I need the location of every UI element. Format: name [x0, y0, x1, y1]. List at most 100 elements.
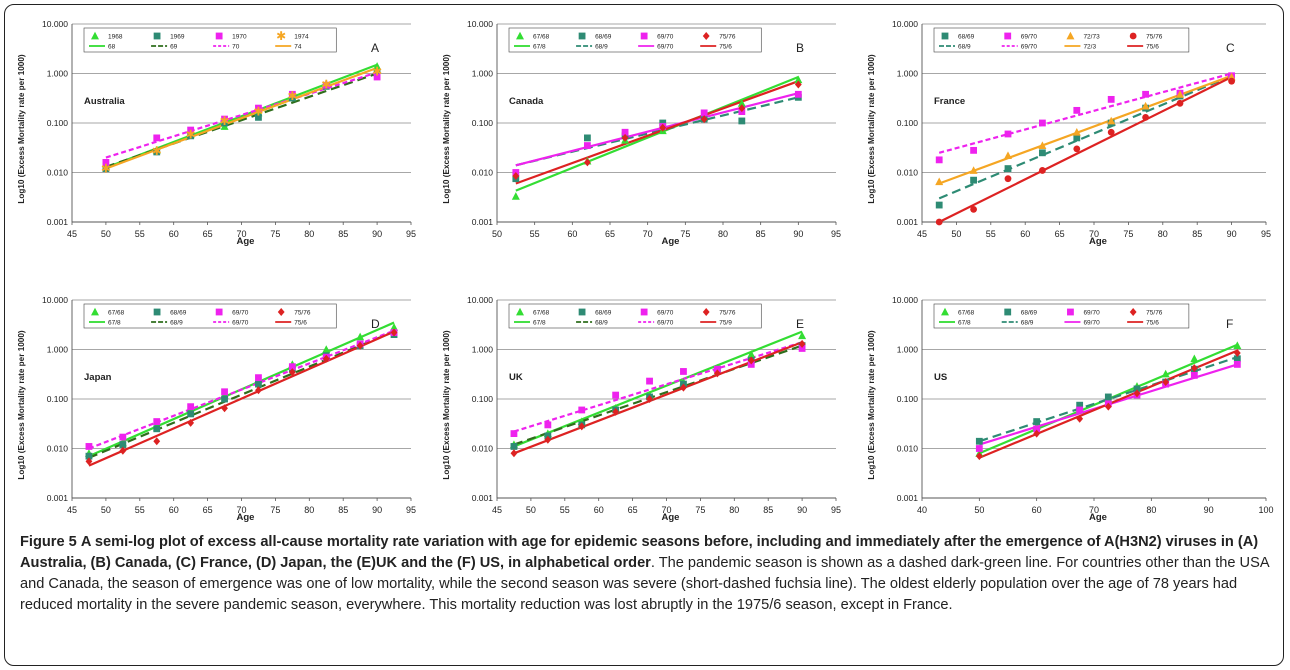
legend-label: 68/9	[958, 44, 971, 51]
data-point	[794, 90, 802, 98]
y-tick-label: 0.100	[47, 118, 69, 128]
x-tick-label: 60	[169, 229, 179, 239]
x-tick-label: 70	[1089, 229, 1099, 239]
data-point	[659, 119, 667, 127]
data-point: ✱	[220, 114, 230, 128]
legend-label: 75/6	[1146, 44, 1159, 51]
caption-body: . The pandemic season is shown as a dash…	[20, 555, 1269, 613]
x-tick-label: 85	[1192, 229, 1202, 239]
x-tick-label: 45	[67, 505, 77, 515]
fit-line	[513, 330, 803, 448]
x-tick-label: 70	[236, 505, 246, 515]
legend-label: 75/76	[719, 34, 736, 41]
x-tick-label: 45	[917, 229, 927, 239]
data-point	[700, 109, 708, 117]
legend-label: 67/8	[533, 44, 546, 51]
data-point	[970, 146, 977, 154]
data-point	[153, 425, 161, 433]
legend-label: 75/76	[1146, 34, 1163, 41]
data-point	[373, 70, 381, 77]
country-label: Australia	[84, 96, 125, 107]
data-point	[1039, 167, 1046, 174]
y-tick-label: 0.010	[897, 168, 919, 178]
data-point	[390, 323, 399, 331]
x-tick-label: 65	[1055, 229, 1065, 239]
legend-label: 1974	[294, 34, 309, 41]
data-point	[1073, 145, 1081, 153]
x-axis-label: Age	[237, 236, 255, 247]
x-tick-label: 60	[1020, 229, 1030, 239]
chart-panel-uk: 0.001 0.010 0.100 1.000 10.000 45 50 55 60 65 70 75…	[442, 295, 841, 523]
data-point	[1004, 151, 1012, 159]
data-point	[288, 363, 296, 371]
y-tick-label: 10.000	[467, 295, 493, 305]
data-point	[1233, 341, 1242, 349]
data-point	[798, 331, 807, 340]
y-tick-label: 10.000	[892, 19, 918, 29]
legend-label: 1968	[108, 34, 123, 41]
data-point	[356, 332, 365, 341]
data-point	[646, 395, 653, 403]
x-tick-label: 95	[831, 505, 841, 515]
x-tick-label: 60	[169, 505, 179, 515]
y-tick-label: 0.001	[47, 493, 69, 503]
legend-label: 67/8	[108, 320, 121, 327]
y-axis-label: Log10 (Excess Mortality rate per 1000)	[17, 54, 26, 204]
x-tick-label: 75	[1123, 229, 1133, 239]
data-point	[255, 104, 262, 112]
data-point	[578, 406, 586, 414]
data-point	[1176, 90, 1184, 98]
legend-label: 69/70	[1021, 44, 1038, 51]
x-tick-label: 55	[986, 229, 996, 239]
data-point	[373, 73, 381, 81]
data-point	[153, 437, 161, 446]
legend-label: 69/70	[1021, 34, 1038, 41]
data-point	[373, 62, 382, 70]
y-axis-label: Log10 (Excess Mortality rate per 1000)	[17, 330, 26, 480]
x-tick-label: 70	[1089, 505, 1099, 515]
x-tick-label: 55	[135, 505, 145, 515]
legend-label: 68/69	[595, 34, 612, 41]
data-point	[187, 132, 195, 140]
data-point	[738, 104, 746, 113]
panel-letter: F	[1226, 317, 1233, 331]
legend-marker	[153, 32, 161, 40]
data-point	[510, 443, 518, 450]
x-tick-label: 40	[917, 505, 927, 515]
fit-line	[513, 344, 803, 446]
y-tick-label: 0.010	[897, 444, 919, 454]
legend-label: 69/70	[657, 34, 674, 41]
legend-box	[508, 27, 762, 53]
data-point	[584, 134, 591, 142]
fit-line	[515, 92, 799, 167]
data-point	[255, 386, 262, 395]
data-point	[680, 383, 687, 392]
data-point	[970, 205, 977, 213]
data-point: ✱	[253, 105, 263, 119]
data-point	[713, 365, 721, 373]
y-tick-label: 0.010	[472, 444, 494, 454]
y-tick-label: 0.100	[897, 118, 919, 128]
data-point	[119, 441, 127, 448]
data-point	[1133, 389, 1141, 398]
data-point	[153, 134, 161, 142]
legend-marker	[702, 32, 710, 40]
legend-label: 67/68	[958, 310, 975, 317]
data-point	[680, 368, 687, 375]
data-point	[738, 117, 746, 125]
data-point	[288, 368, 296, 377]
legend-marker	[640, 308, 648, 316]
x-tick-label: 50	[101, 229, 111, 239]
y-tick-label: 0.001	[897, 493, 919, 503]
legend-label: 68/69	[595, 310, 612, 317]
data-point	[1133, 385, 1141, 393]
x-tick-label: 75	[680, 229, 690, 239]
x-tick-label: 95	[406, 505, 416, 515]
data-point	[970, 176, 977, 184]
country-label: UK	[509, 372, 523, 383]
legend-label: 75/76	[294, 310, 311, 317]
data-point	[85, 457, 93, 466]
data-point	[102, 158, 110, 166]
data-point	[544, 435, 552, 444]
legend-marker	[277, 308, 285, 316]
